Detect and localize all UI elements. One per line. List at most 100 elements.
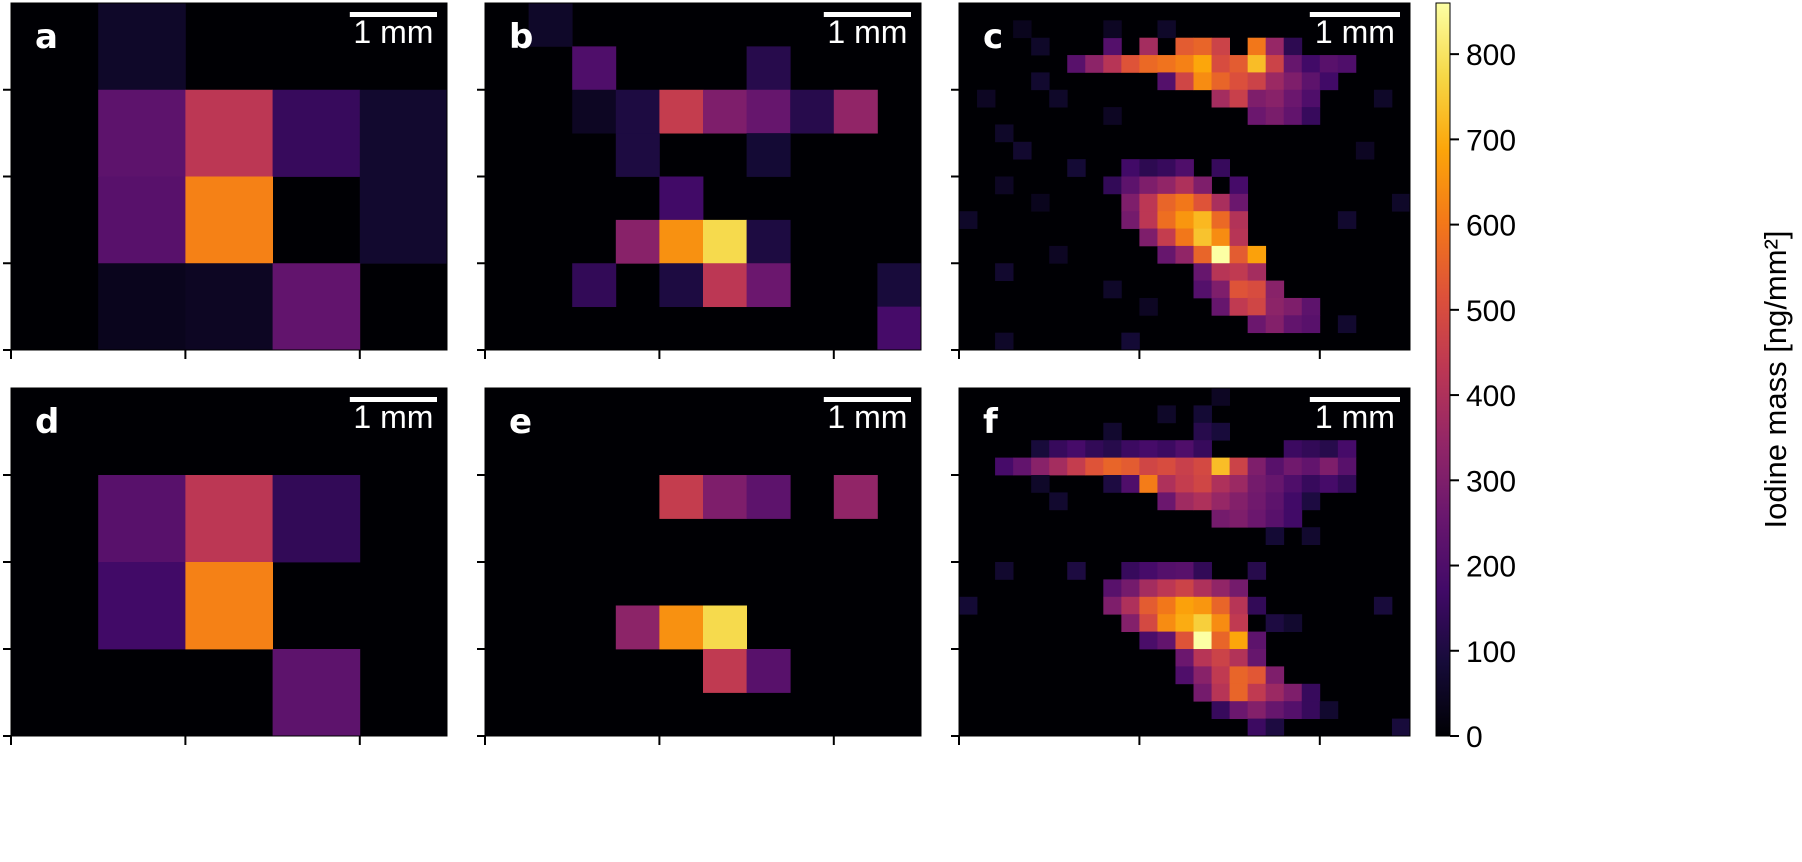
heatmap-cell xyxy=(1031,72,1050,91)
heatmap-cell xyxy=(1175,228,1194,247)
heatmap-cell xyxy=(659,475,704,519)
colorbar-label: Iodine mass [ng/mm²] xyxy=(1758,230,1793,528)
heatmap-cell xyxy=(833,89,878,134)
heatmap-cell xyxy=(1193,614,1212,632)
heatmap-cell xyxy=(1247,263,1267,281)
heatmap-cell xyxy=(1139,37,1158,56)
heatmap-cell xyxy=(1211,211,1230,229)
heatmap-cell xyxy=(1139,596,1158,615)
heatmap-cell xyxy=(1265,475,1285,493)
heatmap-cell xyxy=(615,219,660,264)
colorbar-tick-label: 700 xyxy=(1466,124,1516,157)
heatmap-cell xyxy=(1283,107,1303,125)
heatmap-cell xyxy=(1337,475,1357,493)
heatmap-cell xyxy=(1103,107,1122,125)
heatmap-cell xyxy=(1265,614,1285,632)
scale-bar-label: 1 mm xyxy=(353,399,433,435)
heatmap-cell xyxy=(1175,176,1194,195)
heatmap-cell xyxy=(1265,315,1285,334)
heatmap-cell xyxy=(659,263,704,308)
heatmap-cell xyxy=(1175,562,1194,580)
heatmap-cell xyxy=(1229,72,1249,91)
heatmap-cell xyxy=(1283,72,1303,91)
heatmap-cell xyxy=(1229,193,1249,212)
heatmap-cell xyxy=(1121,475,1140,493)
heatmap-cell xyxy=(1193,492,1212,511)
heatmap-cell xyxy=(1247,596,1267,615)
heatmap-cell xyxy=(659,605,704,650)
heatmap-cell xyxy=(1283,37,1303,56)
heatmap-cell xyxy=(272,89,361,177)
heatmap-cell xyxy=(1265,72,1285,91)
heatmap-cell xyxy=(1301,457,1321,476)
scale-bar xyxy=(823,397,911,402)
heatmap-cell xyxy=(1121,211,1140,229)
heatmap-cell xyxy=(1157,193,1176,212)
heatmap-cell xyxy=(1229,89,1249,108)
heatmap-cell xyxy=(1193,263,1212,281)
heatmap-cell xyxy=(1157,440,1176,458)
heatmap-cell xyxy=(1139,297,1158,316)
heatmap-cell xyxy=(1157,245,1176,264)
colorbar-tick-label: 400 xyxy=(1466,380,1516,413)
heatmap-cell xyxy=(1211,388,1230,406)
heatmap-cell xyxy=(1193,631,1212,650)
heatmap-cell xyxy=(1193,228,1212,247)
heatmap-cell xyxy=(1175,159,1194,177)
heatmap-cell xyxy=(185,475,273,563)
heatmap-cell xyxy=(703,89,747,134)
scale-bar xyxy=(349,397,437,402)
heatmap-cell xyxy=(1265,666,1285,685)
heatmap-cell xyxy=(746,133,791,177)
heatmap-cell xyxy=(746,219,791,264)
heatmap-cell xyxy=(1193,245,1212,264)
heatmap-cell xyxy=(1265,527,1285,545)
heatmap-cell xyxy=(1247,701,1267,719)
heatmap-cell xyxy=(659,89,704,134)
heatmap-cell xyxy=(1229,245,1249,264)
heatmap-cell xyxy=(1157,614,1176,632)
panel-frame xyxy=(10,387,448,737)
heatmap-cell xyxy=(703,649,747,693)
heatmap-cell xyxy=(703,475,747,519)
heatmap-cell xyxy=(1211,228,1230,247)
panel-d: d 1 mm xyxy=(3,387,448,745)
heatmap-cell xyxy=(1247,666,1267,685)
heatmap-cell xyxy=(1103,579,1122,598)
heatmap-cell xyxy=(1139,475,1158,493)
heatmap-cell xyxy=(98,89,186,177)
heatmap-cell xyxy=(1139,193,1158,212)
heatmap-cell xyxy=(1337,211,1357,229)
heatmap-cell xyxy=(1193,683,1212,702)
heatmap-cell xyxy=(1193,457,1212,476)
heatmap-cell xyxy=(995,124,1014,143)
colorbar-gradient xyxy=(1435,2,1451,737)
heatmap-cell xyxy=(1193,422,1212,441)
heatmap-cell xyxy=(185,176,273,264)
heatmap-cell xyxy=(1301,492,1321,511)
heatmap-cell xyxy=(1157,457,1176,476)
heatmap-cell xyxy=(1211,666,1230,685)
heatmap-cell xyxy=(703,263,747,308)
heatmap-cell xyxy=(1139,457,1158,476)
heatmap-cell xyxy=(1013,20,1032,39)
heatmap-cell xyxy=(1067,440,1086,458)
heatmap-cell xyxy=(1319,701,1339,719)
heatmap-cell xyxy=(833,475,878,519)
heatmap-cell xyxy=(1319,457,1339,476)
heatmap-cell xyxy=(746,263,791,308)
heatmap-cell xyxy=(1139,614,1158,632)
heatmap-cell xyxy=(1067,55,1086,73)
heatmap-cell xyxy=(1139,176,1158,195)
heatmap-cell xyxy=(1157,405,1176,424)
heatmap-cell xyxy=(1247,245,1267,264)
heatmap-cell xyxy=(1103,37,1122,56)
heatmap-cell xyxy=(1193,562,1212,580)
panel-frame xyxy=(484,2,922,351)
heatmap-cell xyxy=(1175,193,1194,212)
heatmap-cell xyxy=(1085,440,1104,458)
heatmap-cell xyxy=(1103,596,1122,615)
heatmap-cell xyxy=(1229,683,1249,702)
panel-a: a 1 mm xyxy=(3,2,448,359)
colorbar-tick-label: 100 xyxy=(1466,636,1516,669)
